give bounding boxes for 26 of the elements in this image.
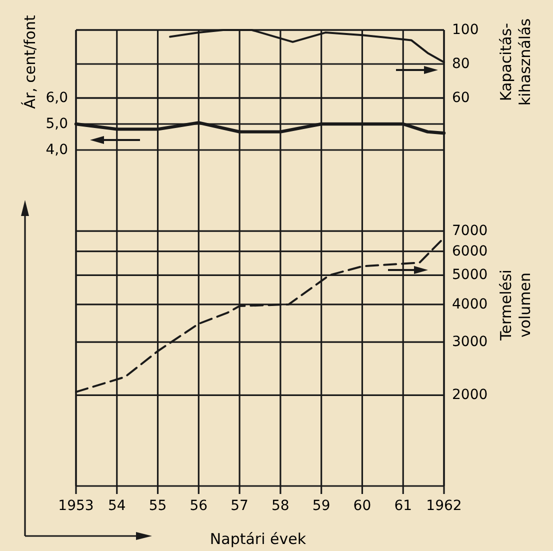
y-tick-label: 7000 [452, 223, 488, 240]
y-tick-label: 2000 [452, 387, 488, 404]
y-axis-title: Termelési volumen [497, 270, 534, 342]
y-tick-label: 60 [452, 90, 470, 106]
y-tick-label: 6000 [452, 243, 488, 260]
x-tick-label: 57 [230, 498, 248, 514]
y-tick-label: 5,0 [46, 116, 68, 132]
y-axis-title: Kapacitás- kihasználás [497, 18, 534, 106]
y-tick-label: 100 [452, 22, 479, 38]
x-tick-label: 61 [394, 498, 412, 514]
y-tick-label: 6,0 [46, 90, 68, 106]
x-tick-label: 55 [148, 498, 167, 514]
x-tick-label: 54 [108, 498, 126, 514]
y-tick-label: 4000 [452, 296, 488, 312]
x-tick-label: 60 [353, 498, 372, 514]
x-tick-label: 59 [312, 498, 330, 514]
y-tick-label: 3000 [452, 334, 488, 350]
y-tick-label: 80 [452, 56, 470, 72]
x-tick-label: 56 [190, 498, 208, 514]
x-axis-title: Naptári évek [210, 530, 306, 548]
y-tick-label: 5000 [452, 267, 488, 284]
x-tick-label: 1962 [426, 498, 462, 514]
y-axis-title: Ár, cent/font [21, 15, 39, 109]
y-tick-label: 4,0 [46, 142, 68, 158]
x-tick-label: 1953 [58, 498, 94, 514]
x-tick-label: 58 [272, 498, 290, 514]
